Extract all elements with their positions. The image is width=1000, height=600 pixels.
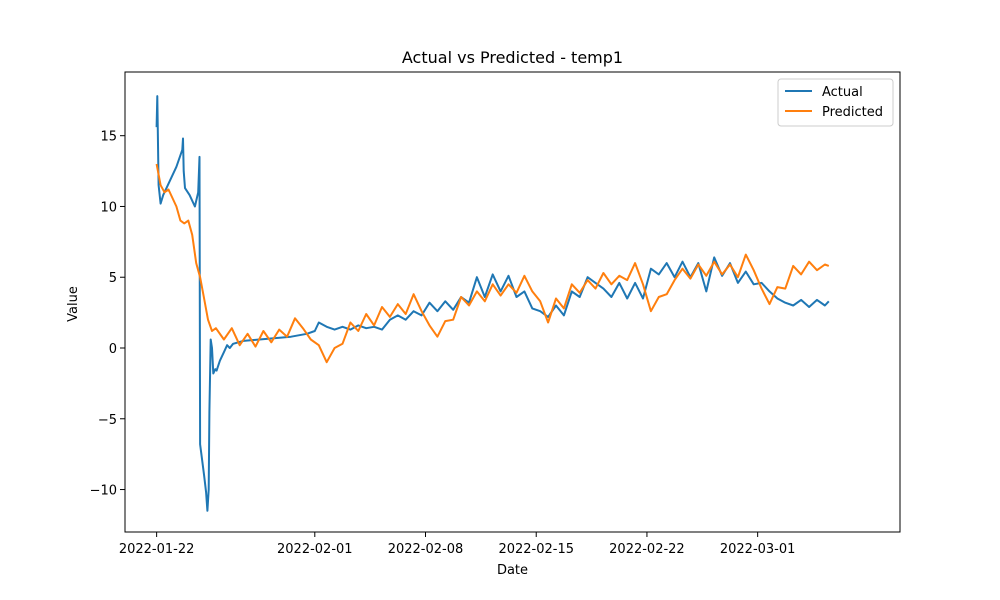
legend-label-predicted: Predicted xyxy=(822,105,883,120)
plot-frame xyxy=(124,71,901,533)
y-axis-label: Value xyxy=(66,286,81,322)
y-tick-label: 10 xyxy=(100,200,117,215)
x-axis-label: Date xyxy=(497,563,528,578)
y-tick-label: −10 xyxy=(90,484,117,499)
y-axis: 15 10 5 0 −5 −10 xyxy=(90,130,125,499)
x-tick-label: 2022-02-15 xyxy=(498,542,574,557)
y-tick-label: 15 xyxy=(100,130,117,145)
x-tick-label: 2022-03-01 xyxy=(720,542,796,557)
series-layer xyxy=(155,95,830,512)
legend-label-actual: Actual xyxy=(822,85,863,100)
y-tick-label: 0 xyxy=(109,342,117,357)
series-line-predicted xyxy=(155,163,830,364)
chart-title: Actual vs Predicted - temp1 xyxy=(402,48,623,67)
x-tick-label: 2022-02-01 xyxy=(277,542,353,557)
x-axis: 2022-01-22 2022-02-01 2022-02-08 2022-02-15… xyxy=(119,532,796,557)
y-tick-label: 5 xyxy=(109,271,117,286)
y-tick-label: −5 xyxy=(98,413,117,428)
plot-area: 2022-01-22 2022-02-01 2022-02-08 2022-02-15… xyxy=(90,71,901,557)
x-tick-label: 2022-01-22 xyxy=(119,542,195,557)
legend: Actual Predicted xyxy=(777,78,894,127)
x-tick-label: 2022-02-22 xyxy=(609,542,685,557)
x-tick-label: 2022-02-08 xyxy=(388,542,464,557)
